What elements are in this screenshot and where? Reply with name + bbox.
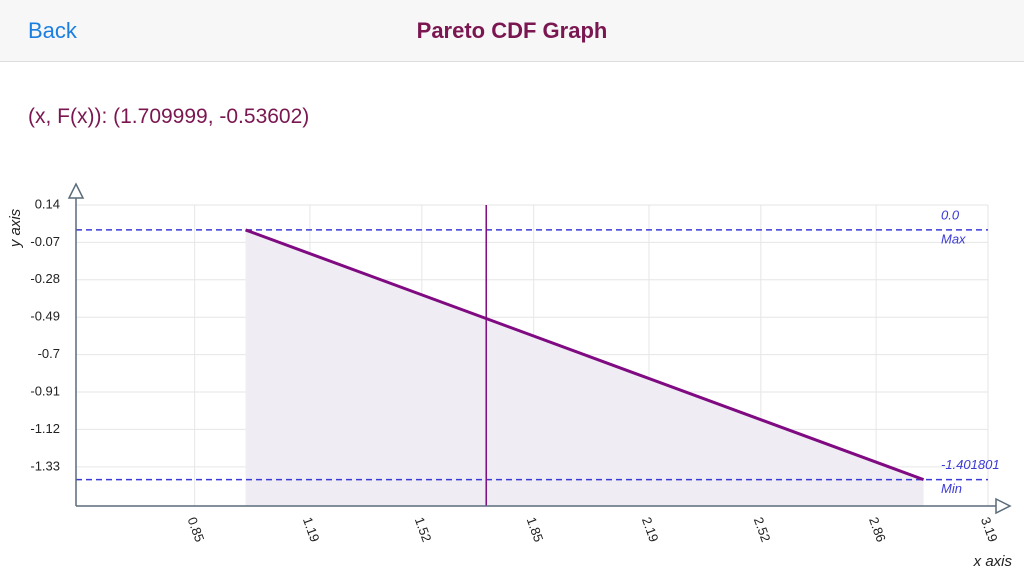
x-tick-label: 3.19 [978, 515, 1001, 544]
x-tick-label: 2.52 [751, 515, 774, 544]
reference-name-label: Max [941, 231, 966, 246]
y-tick-label: -0.07 [30, 234, 60, 249]
x-tick-label: 1.85 [524, 515, 547, 544]
area [245, 229, 924, 506]
nav-title: Pareto CDF Graph [416, 18, 608, 43]
x-tick-label: 0.85 [185, 515, 208, 544]
x-tick-label: 1.52 [412, 515, 435, 544]
reference-value-label: -1.401801 [941, 457, 1000, 472]
y-tick-label: -0.7 [38, 346, 60, 361]
y-tick-label: -0.28 [30, 271, 60, 286]
y-tick-label: -0.91 [30, 383, 60, 398]
reference-value-label: 0.0 [941, 207, 960, 222]
x-axis-arrow [995, 497, 1012, 515]
nav-bar: Back Pareto CDF Graph [0, 0, 1024, 62]
reference-name-label: Min [941, 481, 962, 496]
y-tick-label: -0.49 [30, 309, 60, 324]
back-button[interactable]: Back [28, 18, 77, 43]
y-tick-label: -1.33 [30, 458, 60, 473]
line [244, 228, 925, 482]
y-tick-label: 0.14 [35, 196, 60, 211]
y-tick-label: -1.12 [30, 421, 60, 436]
readout: (x, F(x)): (1.709999, -0.53602) [28, 105, 310, 128]
y-axis-arrow [67, 182, 85, 199]
x-tick-label: 2.86 [866, 515, 889, 544]
x-tick-label: 2.19 [639, 515, 662, 544]
x-axis-label: x axis [973, 553, 1013, 570]
x-tick-label: 1.19 [300, 515, 323, 544]
y-axis-label: y axis [7, 208, 24, 248]
